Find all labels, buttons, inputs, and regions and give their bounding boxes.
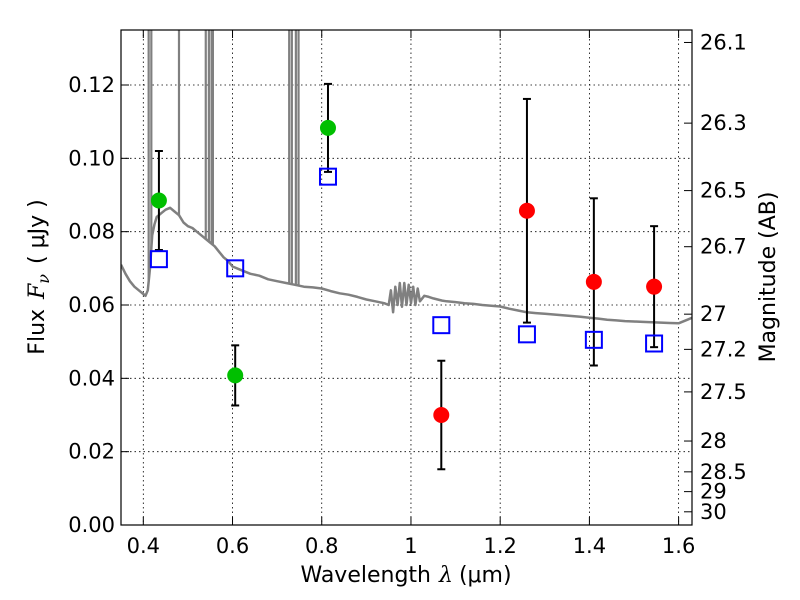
blue-square-marker	[517, 325, 536, 344]
y-right-tick-label: 27	[700, 302, 727, 326]
y-right-tick-label: 26.5	[700, 179, 747, 203]
y-tick-label: 0.04	[68, 366, 115, 390]
red-circle-marker	[585, 273, 602, 290]
red-circle-marker	[433, 407, 450, 423]
blue-square-marker	[318, 167, 337, 186]
y-right-tick-label: 28	[700, 429, 727, 453]
y-right-tick-label: 26.3	[700, 111, 747, 135]
green-circle-marker	[227, 367, 244, 384]
x-tick-label: 0.8	[305, 534, 338, 558]
x-tick-label: 0.4	[127, 534, 160, 558]
y-right-tick-label: 29	[700, 480, 727, 504]
y-right-tick-label: 28.5	[700, 460, 747, 484]
y-tick-label: 0.10	[68, 146, 115, 170]
x-axis-label: Wavelength λ (μm)	[300, 563, 511, 588]
y-tick-label: 0.12	[68, 73, 115, 97]
y-tick-label: 0.00	[68, 513, 115, 537]
model-spectrum-line	[121, 206, 692, 325]
blue-square-marker	[584, 330, 603, 349]
x-axis-ticks: 0.4 0.6 0.8 1 1.2 1.4 1.6	[127, 30, 695, 558]
y-right-tick-label: 26.1	[700, 30, 747, 54]
y-right-tick-label: 30	[700, 500, 727, 524]
model-spectrum	[121, 30, 692, 325]
grid-lines	[121, 30, 692, 526]
y-right-tick-label: 27.2	[700, 337, 747, 361]
y-tick-label: 0.02	[68, 440, 115, 464]
y-right-tick-label: 27.5	[700, 380, 747, 404]
blue-square-marker	[149, 250, 168, 269]
data-markers	[149, 119, 664, 423]
y-tick-label: 0.08	[68, 220, 115, 244]
y-axis-right-label: Magnitude (AB)	[756, 192, 781, 363]
y-axis-left-label: FluxFν( μJy )	[25, 199, 53, 354]
x-tick-label: 1	[404, 534, 417, 558]
x-tick-label: 0.6	[216, 534, 249, 558]
red-circle-marker	[646, 278, 663, 295]
x-tick-label: 1.2	[483, 534, 516, 558]
x-tick-label: 1.6	[662, 534, 695, 558]
green-circle-marker	[319, 119, 336, 136]
green-circle-marker	[150, 192, 167, 209]
y-tick-label: 0.06	[68, 293, 115, 317]
plot-frame	[120, 29, 693, 526]
blue-square-marker	[432, 316, 451, 335]
x-tick-label: 1.4	[573, 534, 606, 558]
blue-square-marker	[645, 334, 664, 353]
y-right-tick-label: 26.7	[700, 235, 747, 259]
blue-square-marker	[226, 259, 245, 278]
red-circle-marker	[518, 202, 535, 219]
y-axis-left-ticks: 0.00 0.02 0.04 0.06 0.08 0.10 0.12	[68, 73, 129, 537]
